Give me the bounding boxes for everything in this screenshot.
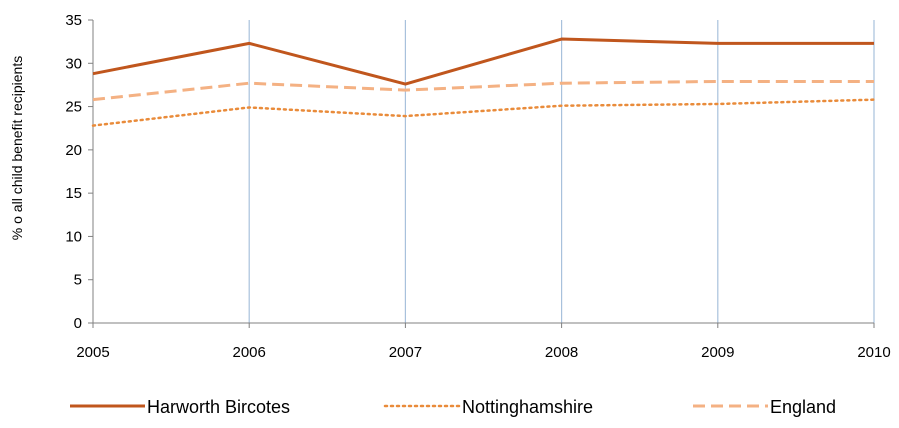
x-tick-label-2007: 2007 bbox=[389, 344, 422, 361]
x-tick-label-2008: 2008 bbox=[545, 344, 578, 361]
legend: Harworth Bircotes Nottinghamshire England bbox=[70, 397, 836, 417]
y-tick-label-35: 35 bbox=[65, 12, 82, 29]
legend-label-harworth-bircotes: Harworth Bircotes bbox=[147, 397, 290, 417]
series-line-harworth-bircotes bbox=[92, 37, 874, 86]
x-tick-label-2009: 2009 bbox=[701, 344, 734, 361]
series-lines bbox=[91, 37, 876, 127]
gridlines bbox=[248, 20, 875, 323]
series-line-england bbox=[92, 79, 874, 102]
legend-label-nottinghamshire: Nottinghamshire bbox=[462, 397, 593, 417]
legend-label-england: England bbox=[770, 397, 836, 417]
y-tick-label-20: 20 bbox=[65, 142, 82, 159]
y-tick-label-10: 10 bbox=[65, 228, 82, 245]
y-tick-label-15: 15 bbox=[65, 185, 82, 202]
y-tick-label-25: 25 bbox=[65, 99, 82, 116]
y-tick-label-5: 5 bbox=[74, 272, 82, 289]
x-tick-label-2010: 2010 bbox=[857, 344, 890, 361]
x-tick-label-2005: 2005 bbox=[76, 344, 109, 361]
x-tick-label-2006: 2006 bbox=[233, 344, 266, 361]
axes: 0 5 10 15 20 25 30 35 2005 2006 2007 2008 2009 2010 bbox=[65, 12, 890, 361]
y-tick-label-30: 30 bbox=[65, 55, 82, 72]
y-tick-label-0: 0 bbox=[74, 315, 82, 332]
series-line-nottinghamshire bbox=[91, 98, 876, 127]
y-axis-title: % o all child benefit recipients bbox=[9, 56, 25, 240]
